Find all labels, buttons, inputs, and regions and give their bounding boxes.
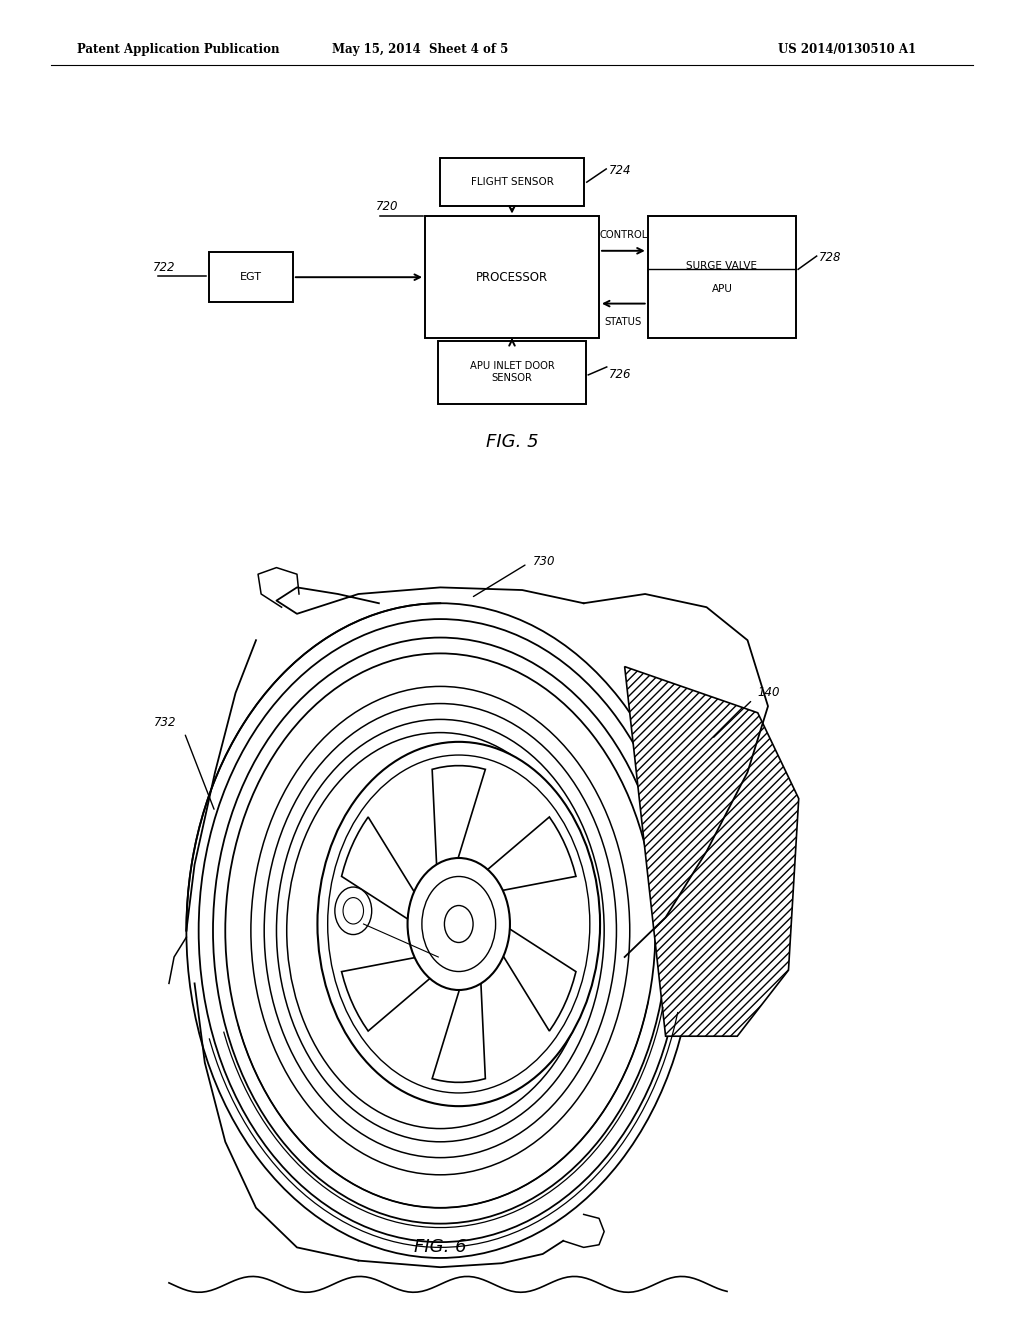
Polygon shape (468, 817, 575, 895)
Polygon shape (625, 667, 799, 1036)
Ellipse shape (213, 638, 668, 1224)
Text: 726: 726 (608, 367, 631, 380)
Text: APU INLET DOOR
SENSOR: APU INLET DOOR SENSOR (470, 362, 554, 383)
Text: EGT: EGT (240, 272, 262, 282)
Polygon shape (342, 953, 450, 1031)
Text: 720: 720 (376, 199, 398, 213)
Ellipse shape (225, 653, 655, 1208)
Text: 724: 724 (609, 164, 632, 177)
Polygon shape (342, 817, 429, 932)
Text: FLIGHT SENSOR: FLIGHT SENSOR (471, 177, 553, 187)
Text: FIG. 6: FIG. 6 (414, 1238, 467, 1257)
Text: STATUS: STATUS (605, 317, 642, 327)
FancyBboxPatch shape (647, 216, 797, 338)
Polygon shape (432, 766, 485, 895)
Text: 730: 730 (532, 554, 555, 568)
Polygon shape (432, 953, 485, 1082)
FancyBboxPatch shape (440, 158, 584, 206)
Text: FIG. 5: FIG. 5 (485, 433, 539, 451)
Text: May 15, 2014  Sheet 4 of 5: May 15, 2014 Sheet 4 of 5 (332, 44, 508, 55)
Ellipse shape (317, 742, 600, 1106)
FancyBboxPatch shape (438, 341, 586, 404)
Text: US 2014/0130510 A1: US 2014/0130510 A1 (778, 44, 916, 55)
Text: 722: 722 (153, 260, 175, 273)
FancyBboxPatch shape (209, 252, 293, 302)
Ellipse shape (408, 858, 510, 990)
Ellipse shape (335, 887, 372, 935)
Text: 728: 728 (819, 251, 841, 264)
Text: PROCESSOR: PROCESSOR (476, 271, 548, 284)
Ellipse shape (199, 619, 682, 1242)
FancyBboxPatch shape (425, 216, 599, 338)
Ellipse shape (186, 603, 694, 1258)
Text: SURGE VALVE

APU: SURGE VALVE APU (686, 260, 758, 294)
Polygon shape (488, 916, 575, 1031)
Text: 732: 732 (154, 715, 176, 729)
Text: CONTROL: CONTROL (599, 230, 647, 240)
Ellipse shape (422, 876, 496, 972)
Text: Patent Application Publication: Patent Application Publication (77, 44, 280, 55)
Text: 140: 140 (758, 686, 780, 700)
